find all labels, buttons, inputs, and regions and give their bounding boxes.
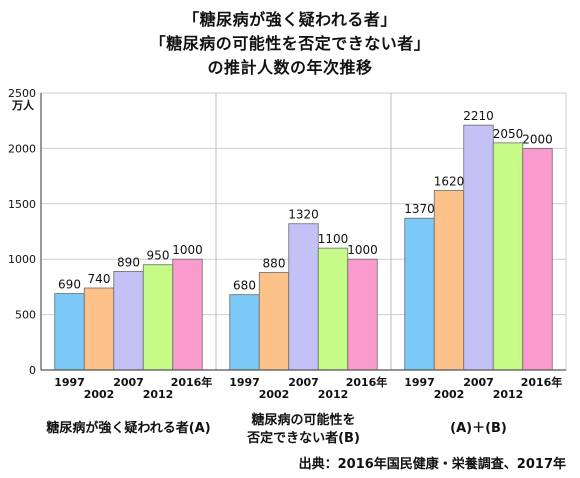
chart-title-line-2: 「糖尿病の可能性を否定できない者」: [149, 34, 431, 53]
x-tick-label: 2012: [143, 388, 174, 401]
x-tick-label: 2012: [318, 388, 349, 401]
source-note: 出典：2016年国民健康・栄養調査、2017年: [298, 457, 566, 472]
bar-value-label: 2000: [522, 132, 553, 146]
bar-value-label: 1000: [172, 243, 203, 257]
bar: [317, 247, 349, 371]
bar-value-label: 740: [88, 272, 111, 286]
y-tick-label: 1500: [8, 198, 36, 211]
x-tick-label: 2007: [113, 376, 144, 389]
bar: [142, 264, 174, 371]
bar-value-label: 680: [233, 279, 256, 293]
x-tick-label: 2007: [288, 376, 319, 389]
bar-value-label: 880: [263, 256, 286, 270]
bar: [492, 142, 524, 371]
group-label: 糖尿病の可能性を: [251, 412, 355, 428]
bar-value-label: 1320: [288, 208, 319, 222]
labels-layer: 690 1997 740 2002 890 2007 950 2012 1000 2016年糖尿病…: [46, 109, 562, 446]
bar-value-label: 690: [58, 278, 81, 292]
y-tick-label: 1000: [8, 253, 36, 266]
bar-value-label: 1000: [347, 243, 378, 257]
bar: [522, 147, 553, 371]
y-tick-label: 2500: [8, 87, 36, 100]
x-tick-label: 1997: [229, 376, 260, 389]
bar: [463, 124, 494, 371]
group-label: 糖尿病が強く疑われる者(A): [46, 420, 210, 436]
x-tick-label: 1997: [54, 376, 85, 389]
x-tick-label: 2002: [434, 388, 465, 401]
x-tick-label: 2016年: [346, 375, 388, 389]
bar: [433, 190, 465, 371]
bar: [288, 223, 319, 371]
bar: [404, 217, 435, 371]
bar: [229, 294, 260, 371]
x-tick-label: 2002: [84, 388, 115, 401]
bar: [54, 293, 85, 371]
bar-value-label: 890: [117, 255, 140, 269]
y-tick-label: 2000: [8, 142, 36, 155]
chart-title-line-1: 「糖尿病が強く疑われる者」: [183, 10, 397, 29]
bar: [258, 272, 290, 371]
y-axis-label: 万人: [11, 98, 35, 112]
x-tick-label: 2002: [259, 388, 290, 401]
bar-value-label: 2050: [493, 127, 524, 141]
x-tick-label: 2016年: [521, 375, 563, 389]
x-tick-label: 2007: [463, 376, 494, 389]
bar: [83, 287, 115, 371]
bar: [172, 258, 203, 371]
bar-value-label: 1100: [318, 232, 349, 246]
group-label: 否定できない者(B): [246, 430, 360, 446]
chart-title-line-3: の推計人数の年次推移: [207, 58, 373, 77]
y-tick-label: 500: [15, 309, 36, 322]
group-label: (A)＋(B): [450, 421, 507, 436]
bars-layer: [54, 124, 553, 371]
bar-value-label: 950: [147, 249, 170, 263]
bar-value-label: 1620: [434, 175, 465, 189]
x-tick-label: 1997: [404, 376, 435, 389]
bar: [347, 258, 378, 371]
bar: [113, 270, 144, 371]
y-tick-label: 0: [29, 364, 36, 377]
bar-value-label: 2210: [463, 109, 494, 123]
bar-value-label: 1370: [404, 202, 435, 216]
x-tick-label: 2016年: [171, 375, 213, 389]
x-tick-label: 2012: [493, 388, 524, 401]
